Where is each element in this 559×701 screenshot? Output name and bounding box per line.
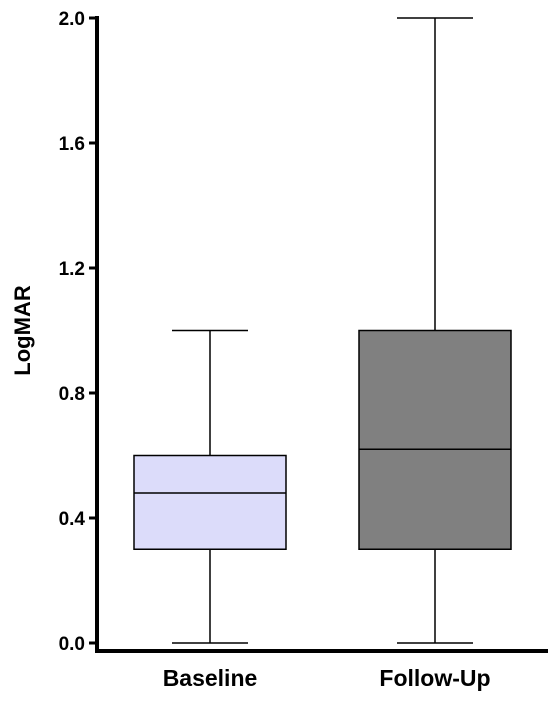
x-axis-category-labels: Baseline Follow-Up: [163, 665, 491, 691]
y-tick-label: 0.4: [59, 509, 86, 530]
x-category-label: Follow-Up: [379, 665, 490, 691]
y-axis-tick-labels: 0.0 0.4 0.8 1.2 1.6 2.0: [59, 9, 86, 655]
y-tick-label: 1.2: [59, 259, 85, 280]
iqr-box: [358, 329, 512, 550]
box-series: [133, 17, 512, 644]
y-tick-label: 2.0: [59, 9, 85, 30]
box-follow-up: [358, 17, 512, 644]
box-baseline: [133, 329, 287, 644]
y-tick-label: 1.6: [59, 134, 85, 155]
x-category-label: Baseline: [163, 665, 258, 691]
iqr-box: [133, 454, 287, 550]
y-axis-title: LogMAR: [10, 285, 35, 376]
y-tick-label: 0.0: [59, 634, 85, 655]
y-tick-label: 0.8: [59, 384, 85, 405]
